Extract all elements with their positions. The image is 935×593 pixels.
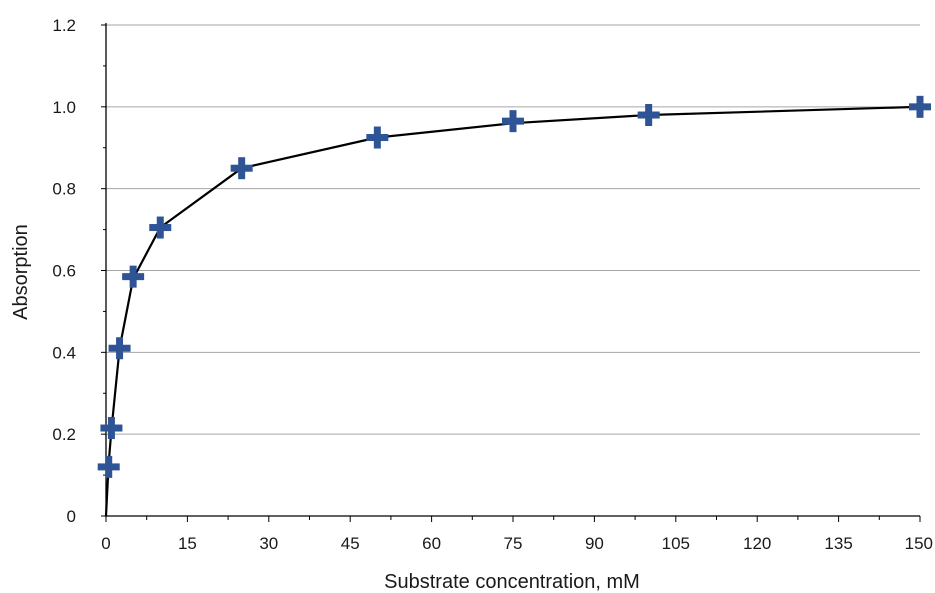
data-points bbox=[97, 95, 931, 478]
data-point-vbar bbox=[916, 95, 924, 118]
data-point-vbar bbox=[107, 417, 115, 440]
data-point bbox=[230, 157, 253, 180]
x-tick-label: 90 bbox=[585, 534, 604, 553]
x-tick-label: 15 bbox=[178, 534, 197, 553]
y-tick-label: 0.6 bbox=[52, 262, 76, 281]
data-point bbox=[502, 110, 524, 133]
x-tick-label: 0 bbox=[101, 534, 110, 553]
axes bbox=[101, 23, 921, 522]
data-point-vbar bbox=[509, 110, 517, 133]
data-point-vbar bbox=[116, 337, 124, 360]
data-point bbox=[637, 104, 660, 127]
data-point bbox=[149, 216, 172, 239]
x-tick-label: 60 bbox=[422, 534, 441, 553]
x-tick-label: 75 bbox=[504, 534, 523, 553]
data-point-vbar bbox=[238, 157, 246, 180]
x-tick-label: 45 bbox=[341, 534, 360, 553]
y-axis-title: Absorption bbox=[10, 224, 32, 320]
y-tick-label: 1.2 bbox=[52, 16, 76, 35]
data-point bbox=[909, 95, 931, 118]
y-tick-label: 0.8 bbox=[52, 180, 76, 199]
data-point-vbar bbox=[373, 126, 381, 149]
grid-lines bbox=[106, 24, 920, 435]
fit-curve bbox=[104, 105, 921, 517]
x-tick-label: 150 bbox=[905, 534, 933, 553]
y-tick-label: 0 bbox=[67, 507, 76, 526]
x-tick-label: 30 bbox=[259, 534, 278, 553]
y-tick-label: 0.2 bbox=[52, 425, 76, 444]
data-point-vbar bbox=[105, 455, 113, 478]
x-tick-label: 135 bbox=[824, 534, 852, 553]
data-point bbox=[97, 455, 120, 478]
data-point bbox=[366, 126, 389, 149]
x-axis-title: Substrate concentration, mM bbox=[384, 571, 640, 593]
fit-curve-path bbox=[104, 105, 921, 517]
data-point-vbar bbox=[129, 265, 137, 288]
data-point bbox=[100, 417, 123, 440]
data-point bbox=[108, 337, 131, 360]
data-point bbox=[122, 265, 145, 288]
data-point-vbar bbox=[156, 216, 164, 239]
data-point-vbar bbox=[645, 104, 653, 127]
x-tick-label: 105 bbox=[662, 534, 690, 553]
y-tick-label: 1.0 bbox=[52, 98, 76, 117]
y-tick-label: 0.4 bbox=[52, 343, 76, 362]
x-tick-label: 120 bbox=[743, 534, 771, 553]
tick-labels: 0 0.2 0.4 0.6 0.8 1.0 1.2 0 15 30 45 60 75 90 105 120 13… bbox=[52, 16, 933, 553]
